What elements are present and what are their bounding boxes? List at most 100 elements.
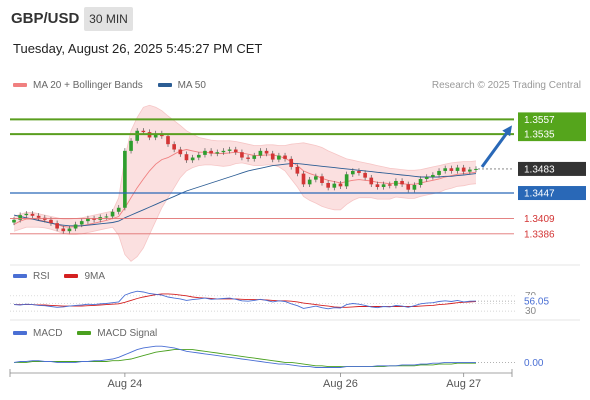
candle-body xyxy=(73,224,78,229)
candle-body xyxy=(289,158,294,167)
candle-body xyxy=(406,184,411,190)
candle-body xyxy=(412,184,417,190)
rsi-legend-item: RSI xyxy=(13,271,50,282)
candle-body xyxy=(295,166,300,174)
ma50-legend-label: MA 50 xyxy=(177,80,206,91)
credit-label: Research © 2025 Trading Central xyxy=(431,80,581,91)
candle-body xyxy=(468,169,472,172)
candle-body xyxy=(418,178,423,185)
rsi-legend: RSI 9MA xyxy=(13,271,105,282)
candle-body xyxy=(270,153,275,160)
candle-body xyxy=(394,180,398,186)
candle-body xyxy=(369,177,374,185)
candle-body xyxy=(221,150,226,153)
candle-body xyxy=(61,228,66,232)
bollinger-legend-label: MA 20 + Bollinger Bands xyxy=(33,80,143,91)
ma50-line xyxy=(13,163,477,227)
trend-arrow-shaft xyxy=(480,130,510,168)
candle-body xyxy=(387,184,392,186)
candle-body xyxy=(350,170,355,175)
macd-line xyxy=(13,345,476,368)
macd-panel: 0.00 xyxy=(10,319,580,369)
macd-value-label: 0.00 xyxy=(524,358,544,369)
candle-body xyxy=(424,176,429,179)
price-legend: MA 20 + Bollinger Bands MA 50 xyxy=(13,80,206,91)
candle-body xyxy=(443,168,448,171)
rsi-ma-swatch xyxy=(64,274,79,279)
rsi-legend-label: RSI xyxy=(33,271,50,282)
rsi-swatch xyxy=(13,274,27,279)
candle-body xyxy=(166,136,170,145)
x-tick-label-aug-24: Aug 24 xyxy=(107,378,142,390)
resistance-label-box xyxy=(518,112,586,142)
bollinger-band-area xyxy=(14,105,476,262)
rsi-value-label: 56.05 xyxy=(524,297,549,308)
candle-body xyxy=(30,213,35,216)
candle-body xyxy=(363,172,367,178)
resistance-1-label: 1.3557 xyxy=(524,115,555,126)
x-tick-label-aug-26: Aug 26 xyxy=(323,378,358,390)
candle-body xyxy=(301,173,306,185)
macd-legend-label: MACD xyxy=(33,328,63,339)
bollinger-legend-item: MA 20 + Bollinger Bands xyxy=(13,80,143,91)
rsi-line xyxy=(13,290,477,310)
candle-body xyxy=(277,155,281,160)
rsi-value-bg xyxy=(521,295,555,308)
candle-body xyxy=(196,154,201,158)
candle-body xyxy=(135,130,140,141)
rsi-tick-30: 30 xyxy=(525,306,537,317)
candle-body xyxy=(92,218,96,220)
candle-body xyxy=(12,219,16,223)
rsi-ma-legend-label: 9MA xyxy=(84,271,106,282)
candle-body xyxy=(24,213,29,216)
bollinger-lower-line xyxy=(13,162,477,262)
candle-body xyxy=(431,174,435,177)
trend-arrow-head xyxy=(502,125,512,137)
timeframe-button[interactable]: 30 MIN xyxy=(84,7,133,31)
candle-body xyxy=(209,150,213,154)
macd-signal-legend-label: MACD Signal xyxy=(97,328,158,339)
pivot-label-box xyxy=(518,186,586,201)
last-price-box xyxy=(518,161,586,176)
candle-body xyxy=(314,176,318,180)
candle-body xyxy=(252,155,257,159)
title-bar: GBP/USD 30 MIN xyxy=(0,0,590,38)
candle-body xyxy=(381,184,386,188)
candle-body xyxy=(233,149,238,153)
pivot-label: 1.3447 xyxy=(524,189,555,200)
candle-body xyxy=(215,152,220,154)
candle-body xyxy=(79,221,84,225)
candle-body xyxy=(437,170,441,175)
candle-body xyxy=(344,174,349,187)
candle-body xyxy=(110,211,115,217)
candle-body xyxy=(455,167,460,171)
x-tick-label-aug-27: Aug 27 xyxy=(446,378,481,390)
candle-body xyxy=(338,183,343,187)
candle-body xyxy=(375,184,380,188)
ma50-swatch xyxy=(157,83,172,88)
candle-body xyxy=(178,149,183,155)
candle-body xyxy=(449,168,454,171)
support-2-label: 1.3386 xyxy=(524,229,555,240)
candle-body xyxy=(227,149,232,151)
candle-body xyxy=(320,176,324,183)
candle-body xyxy=(264,150,269,154)
macd-legend-item: MACD xyxy=(13,328,62,339)
level-lines: 1.3557 1.3535 1.3483 1.3447 1.3409 1.3386 xyxy=(10,112,586,240)
candle-body xyxy=(153,133,158,138)
rsi-ma-line xyxy=(14,293,477,308)
candle-body xyxy=(116,207,121,212)
candle-body xyxy=(36,215,41,218)
price-panel xyxy=(12,104,478,262)
x-axis: Aug 24 Aug 26 Aug 27 xyxy=(9,369,513,390)
candle-body xyxy=(141,130,146,133)
bollinger-swatch xyxy=(13,83,27,88)
candle-body xyxy=(307,179,312,185)
ma20-line xyxy=(13,149,477,228)
rsi-panel: 703056.05 xyxy=(10,264,580,317)
resistance-2-label: 1.3535 xyxy=(524,130,555,141)
candle-body xyxy=(18,215,22,220)
candle-body xyxy=(55,223,59,229)
symbol-label: GBP/USD xyxy=(11,10,80,27)
